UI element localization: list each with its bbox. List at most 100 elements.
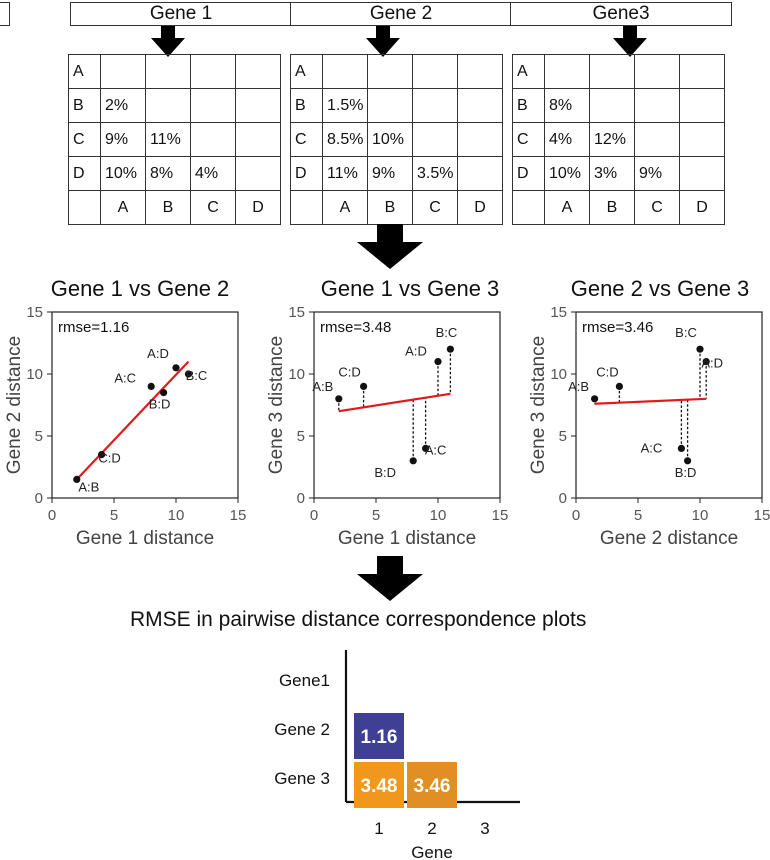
data-point <box>172 364 180 372</box>
matrix-cell <box>235 88 281 123</box>
matrix-cell: C <box>68 122 101 157</box>
heatmap-cell-value: 3.46 <box>414 776 451 797</box>
matrix-cell <box>290 190 323 225</box>
matrix-cell: A <box>544 190 590 225</box>
x-tick-label: 15 <box>754 507 770 524</box>
matrix-cell: 8% <box>544 88 590 123</box>
point-label: B:D <box>675 465 697 480</box>
matrix-cell: 3% <box>589 156 635 191</box>
matrix-cell <box>190 122 236 157</box>
y-axis-label: Gene 3 distance <box>266 336 287 474</box>
y-tick-label: 10 <box>550 366 567 383</box>
x-tick-label: 15 <box>230 507 247 524</box>
matrix-cell: 4% <box>190 156 236 191</box>
matrix-cell: B <box>512 88 545 123</box>
gene2-distance-matrix: A B 1.5% C 8.5% 10% D 11% 9% 3.5% A B C D <box>290 54 503 225</box>
heatmap-cell <box>354 713 404 759</box>
matrix-cell <box>235 122 281 157</box>
big-arrow-2-icon <box>357 556 423 601</box>
point-label: B:C <box>186 368 208 383</box>
data-point <box>677 444 685 452</box>
x-tick-label: 10 <box>168 507 185 524</box>
point-label: A:D <box>405 344 427 359</box>
matrix-cell: B <box>589 190 635 225</box>
matrix-cell: 4% <box>544 122 590 157</box>
matrix-cell: 11% <box>322 156 368 191</box>
point-label: A:B <box>568 379 589 394</box>
matrix-cell: 9% <box>367 156 413 191</box>
matrix-cell <box>457 122 503 157</box>
matrix-cell: C <box>412 190 458 225</box>
matrix-cell: 9% <box>100 122 146 157</box>
heatmap-x-tick-label: 2 <box>427 819 436 838</box>
fit-line <box>594 397 707 405</box>
data-point <box>184 370 192 378</box>
matrix-cell <box>589 54 635 89</box>
point-label: A:D <box>701 356 723 371</box>
heatmap-cell <box>354 762 404 808</box>
matrix-cell <box>544 54 590 89</box>
heatmap-cell-value: 3.48 <box>361 776 398 797</box>
matrix-cell <box>634 54 680 89</box>
data-point <box>684 457 692 465</box>
point-label: B:C <box>675 325 697 340</box>
matrix-cell: A <box>512 54 545 89</box>
data-point <box>434 358 442 366</box>
heatmap-row-label: Gene1 <box>279 671 330 690</box>
plot2-title: Gene 1 vs Gene 3 <box>320 276 500 301</box>
matrix-cell <box>190 54 236 89</box>
matrix-cell <box>679 54 725 89</box>
matrix-cell: C <box>512 122 545 157</box>
heatmap-row-label: Gene 3 <box>274 769 330 788</box>
matrix-cell: C <box>290 122 323 157</box>
matrix-cell <box>634 122 680 157</box>
x-tick-label: 5 <box>372 507 380 524</box>
matrix-cell: A <box>290 54 323 89</box>
matrix-cell: D <box>457 190 503 225</box>
matrix-cell <box>412 122 458 157</box>
matrix-cell <box>100 54 146 89</box>
data-point <box>446 345 454 353</box>
matrix-cell: 1.5% <box>322 88 368 123</box>
x-tick-label: 15 <box>492 507 509 524</box>
matrix-cell: A <box>68 54 101 89</box>
matrix-cell: 10% <box>100 156 146 191</box>
data-point <box>335 395 343 403</box>
matrix-cell: B <box>290 88 323 123</box>
plot-frame <box>575 311 763 499</box>
fit-line <box>76 360 190 481</box>
gene3-distance-matrix: A B 8% C 4% 12% D 10% 3% 9% A B C D <box>512 54 725 225</box>
point-label: A:C <box>114 370 136 385</box>
y-tick-label: 5 <box>35 428 43 445</box>
heatmap-cell <box>407 762 457 808</box>
point-label: C:D <box>596 364 618 379</box>
matrix-cell <box>190 88 236 123</box>
matrix-cell: 3.5% <box>412 156 458 191</box>
data-point <box>98 451 106 459</box>
point-label: A:C <box>425 442 447 457</box>
data-point <box>422 444 430 452</box>
matrix-cell <box>68 190 101 225</box>
arrow-gene1-icon <box>151 26 185 57</box>
plot1-title: Gene 1 vs Gene 2 <box>50 276 230 301</box>
x-tick-label: 5 <box>110 507 118 524</box>
matrix-cell <box>235 156 281 191</box>
arrow-gene3-icon <box>613 26 647 57</box>
data-point <box>73 475 81 483</box>
x-axis-label: Gene 2 distance <box>600 528 738 549</box>
matrix-row: A <box>68 54 281 89</box>
matrix-row: D 10% 8% 4% <box>68 156 281 191</box>
rmse-heatmap: Gene1 Gene 2 Gene 3 1 2 3 Gene 1.16 3.48 3.46 <box>274 650 520 858</box>
matrix-cell <box>679 88 725 123</box>
heatmap-cell-value: 1.16 <box>361 727 398 748</box>
matrix-cell: A <box>100 190 146 225</box>
matrix-cell <box>634 88 680 123</box>
x-axis-label: Gene 1 distance <box>76 528 214 549</box>
x-tick-label: 0 <box>310 507 318 524</box>
matrix-cell: D <box>235 190 281 225</box>
matrix-cell <box>367 88 413 123</box>
matrix-row: A <box>290 54 503 89</box>
